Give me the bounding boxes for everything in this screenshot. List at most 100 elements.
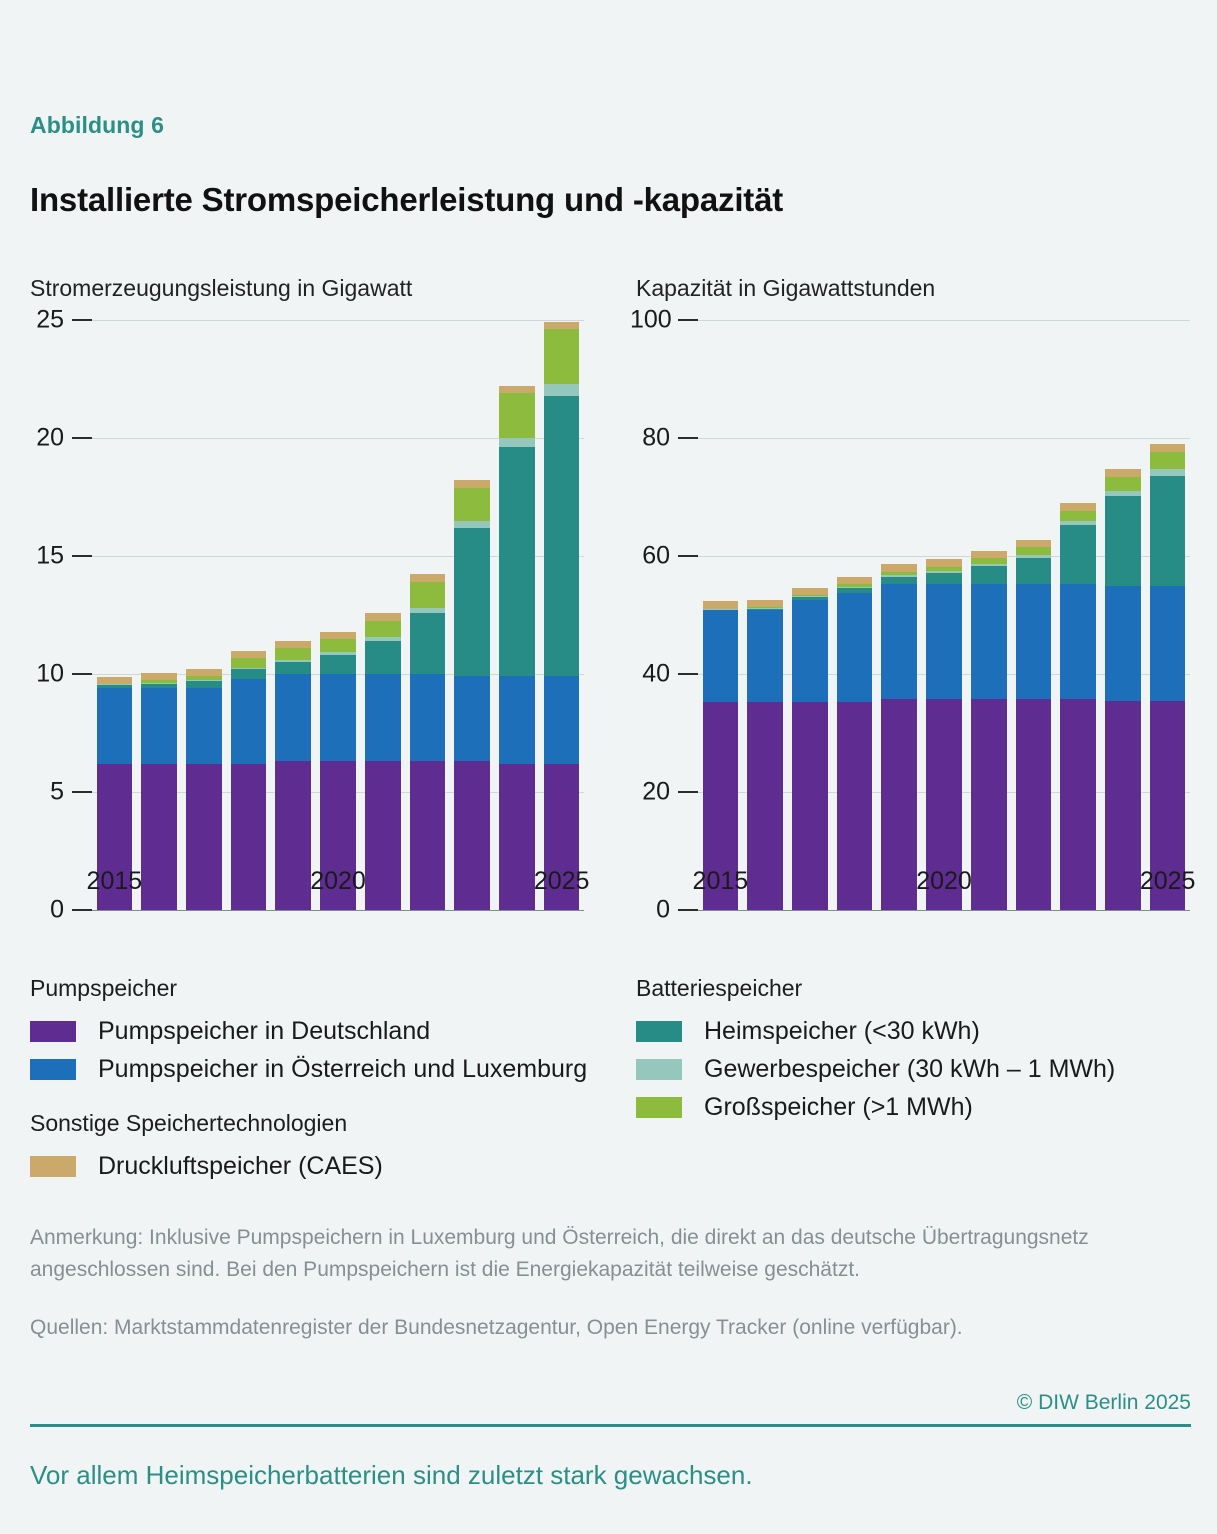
- bar-column[interactable]: [364, 320, 401, 910]
- legend-group-title: Batteriespeicher: [636, 975, 803, 1001]
- y-tick-label: 80: [642, 423, 670, 452]
- bar-segment: [1105, 700, 1141, 910]
- legend-spacer: [30, 1088, 584, 1110]
- legend-label: Druckluftspeicher (CAES): [98, 1151, 383, 1180]
- bar-column[interactable]: [96, 320, 133, 910]
- bar-segment: [364, 761, 401, 910]
- bar-segment: [1015, 558, 1052, 585]
- bar-segment: [364, 620, 401, 638]
- legend-group-title: Sonstige Speichertechnologien: [30, 1110, 348, 1136]
- gridline: [92, 320, 584, 321]
- bar-segment: [747, 608, 783, 611]
- legend-item[interactable]: Gewerbespeicher (30 kWh – 1 MWh): [636, 1050, 1190, 1088]
- x-tick-label: 2015: [692, 867, 749, 895]
- y-tick-label: 20: [36, 423, 64, 452]
- y-tick-label: 20: [642, 777, 670, 806]
- bar-column[interactable]: [185, 320, 222, 910]
- bar-segment: [185, 763, 222, 910]
- bar-segment: [1105, 491, 1141, 497]
- bar-column[interactable]: [747, 320, 783, 910]
- legend-item[interactable]: Druckluftspeicher (CAES): [30, 1147, 584, 1185]
- bar-segment: [230, 650, 267, 659]
- bar-segment: [320, 639, 356, 653]
- bar-segment: [409, 612, 446, 674]
- bar-column[interactable]: [409, 320, 446, 910]
- y-tick-mark: [72, 555, 92, 557]
- bar-column[interactable]: [702, 320, 739, 910]
- bar-segment: [1105, 469, 1141, 477]
- bar-column[interactable]: [791, 320, 828, 910]
- bar-segment: [1060, 584, 1097, 699]
- legend-left: Pumpspeicher Pumpspeicher in Deutschland P…: [30, 975, 587, 1185]
- bar-segment: [409, 761, 446, 910]
- legend-swatch: [30, 1020, 76, 1042]
- legend-label: Heimspeicher (<30 kWh): [704, 1016, 980, 1045]
- bar-column[interactable]: [881, 320, 918, 910]
- y-tick-label: 5: [50, 777, 64, 806]
- note-quellen: Quellen: Marktstammdatenregister der Bun…: [30, 1315, 963, 1339]
- bar-segment: [275, 674, 312, 762]
- notes-block: Anmerkung: Inklusive Pumpspeichern in Lu…: [30, 1222, 1195, 1370]
- bar-column[interactable]: [499, 320, 535, 910]
- bar-segment: [836, 584, 873, 588]
- x-tick-label: 2020: [916, 867, 972, 895]
- bar-segment: [275, 659, 312, 663]
- y-tick-mark: [678, 791, 698, 793]
- bar-segment: [454, 487, 491, 521]
- bar-column[interactable]: [1105, 320, 1141, 910]
- bar-segment: [881, 577, 918, 584]
- bar-segment: [881, 571, 918, 576]
- bar-segment: [454, 520, 491, 528]
- bar-segment: [926, 559, 962, 567]
- bar-segment: [454, 480, 491, 488]
- legend-label: Großspeicher (>1 MWh): [704, 1092, 973, 1121]
- divider-rule: [30, 1424, 1191, 1427]
- bar-column[interactable]: [1015, 320, 1052, 910]
- legend-item[interactable]: Heimspeicher (<30 kWh): [636, 1012, 1190, 1050]
- bar-column[interactable]: [275, 320, 312, 910]
- figure-title: Installierte Stromspeicherleistung und -…: [30, 181, 784, 218]
- legend-item[interactable]: Pumpspeicher in Österreich und Luxemburg: [30, 1050, 587, 1088]
- bar-column[interactable]: [141, 320, 177, 910]
- bar-segment: [1149, 443, 1186, 452]
- bar-segment: [970, 584, 1007, 699]
- bar-segment: [970, 563, 1007, 567]
- bar-segment: [1149, 469, 1186, 476]
- bar-column[interactable]: [1060, 320, 1097, 910]
- bar-column[interactable]: [970, 320, 1007, 910]
- bar-segment: [747, 599, 783, 608]
- bar-segment: [1060, 502, 1097, 511]
- bar-segment: [364, 637, 401, 641]
- bar-column[interactable]: [230, 320, 267, 910]
- y-tick-mark: [72, 673, 92, 675]
- x-axis-labels-capacity: 2015 2020 2025: [693, 867, 1196, 907]
- bar-column[interactable]: [836, 320, 873, 910]
- bar-segment: [320, 631, 356, 640]
- bar-segment: [747, 702, 783, 910]
- y-tick-label: 25: [36, 305, 64, 334]
- bar-segment: [275, 761, 312, 910]
- y-tick-mark: [678, 555, 698, 557]
- legend-item[interactable]: Großspeicher (>1 MWh): [636, 1088, 1190, 1126]
- bar-segment: [747, 607, 783, 609]
- y-tick-mark: [72, 791, 92, 793]
- bar-segment: [836, 576, 873, 585]
- figure-kicker: Vor allem Heimspeicherbatterien sind zul…: [30, 1460, 753, 1490]
- bar-segment: [275, 648, 312, 660]
- bar-segment: [141, 682, 177, 684]
- bar-column[interactable]: [1149, 320, 1186, 910]
- plot-area-power: 0 5 10 15 20 25: [30, 306, 584, 924]
- bar-segment: [275, 662, 312, 674]
- bar-segment: [96, 676, 133, 685]
- bar-column[interactable]: [320, 320, 356, 910]
- legend-swatch: [636, 1020, 682, 1042]
- legend-item[interactable]: Pumpspeicher in Deutschland: [30, 1012, 584, 1050]
- bar-segment: [185, 668, 222, 677]
- bar-segment: [320, 674, 356, 762]
- bar-segment: [926, 698, 962, 910]
- bar-segment: [275, 640, 312, 649]
- bar-column[interactable]: [926, 320, 962, 910]
- bar-segment: [230, 658, 267, 668]
- bar-column[interactable]: [454, 320, 491, 910]
- bar-column[interactable]: [543, 320, 580, 910]
